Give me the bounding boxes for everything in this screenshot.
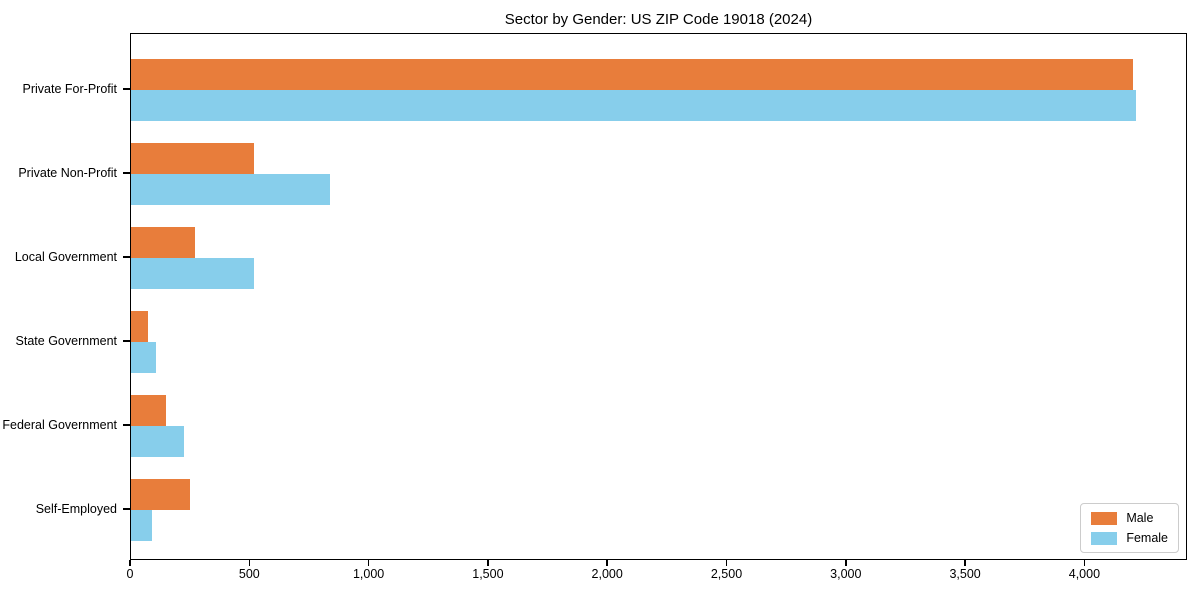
bar-male-5 (131, 479, 190, 510)
x-tick-mark (964, 560, 966, 566)
bar-female-0 (131, 90, 1136, 121)
legend: Male Female (1080, 503, 1179, 553)
x-axis-label: 1,500 (472, 567, 504, 581)
y-axis-label: Local Government (14, 250, 117, 264)
y-tick-mark (123, 340, 130, 342)
bar-male-0 (131, 59, 1133, 90)
bar-female-3 (131, 342, 156, 373)
x-tick-mark (725, 560, 728, 566)
legend-entry-male: Male (1091, 511, 1168, 525)
bar-female-2 (131, 258, 254, 289)
x-tick-mark (1083, 560, 1086, 566)
bar-male-2 (131, 227, 195, 258)
x-tick-mark (487, 560, 489, 566)
x-tick-mark (248, 560, 251, 566)
x-tick-mark (367, 560, 370, 566)
y-tick-mark (123, 424, 130, 426)
plot-area: Male Female (130, 33, 1187, 560)
y-axis-label: State Government (15, 334, 117, 348)
bar-male-1 (131, 143, 254, 174)
legend-label: Male (1126, 511, 1154, 525)
x-axis-label: 4,000 (1068, 567, 1101, 581)
x-axis-label: 1,000 (352, 567, 385, 581)
y-axis-label: Private Non-Profit (18, 166, 117, 180)
y-tick-mark (123, 88, 130, 90)
legend-swatch-icon (1091, 531, 1118, 545)
x-axis-label: 3,500 (949, 567, 981, 581)
x-tick-mark (845, 560, 847, 566)
bar-female-1 (131, 174, 330, 205)
chart-title: Sector by Gender: US ZIP Code 19018 (202… (504, 11, 813, 28)
x-axis-label: 2,000 (591, 567, 623, 581)
y-tick-mark (123, 172, 130, 174)
legend-entry-female: Female (1091, 531, 1168, 545)
bar-male-4 (131, 395, 166, 426)
y-tick-mark (123, 508, 130, 510)
x-axis-label: 500 (238, 567, 260, 581)
y-axis-label: Private For-Profit (22, 82, 117, 96)
x-axis-label: 3,000 (830, 567, 862, 581)
y-axis-label: Federal Government (2, 418, 117, 432)
x-axis-label: 2,500 (710, 567, 743, 581)
x-axis-label: 0 (126, 567, 134, 581)
bar-female-4 (131, 426, 184, 457)
y-tick-mark (123, 256, 130, 258)
legend-swatch-icon (1091, 511, 1118, 525)
legend-label: Female (1126, 531, 1168, 545)
x-tick-mark (129, 560, 131, 566)
bar-male-3 (131, 311, 148, 342)
y-axis-label: Self-Employed (35, 502, 117, 516)
x-tick-mark (606, 560, 608, 566)
bar-female-5 (131, 510, 152, 541)
